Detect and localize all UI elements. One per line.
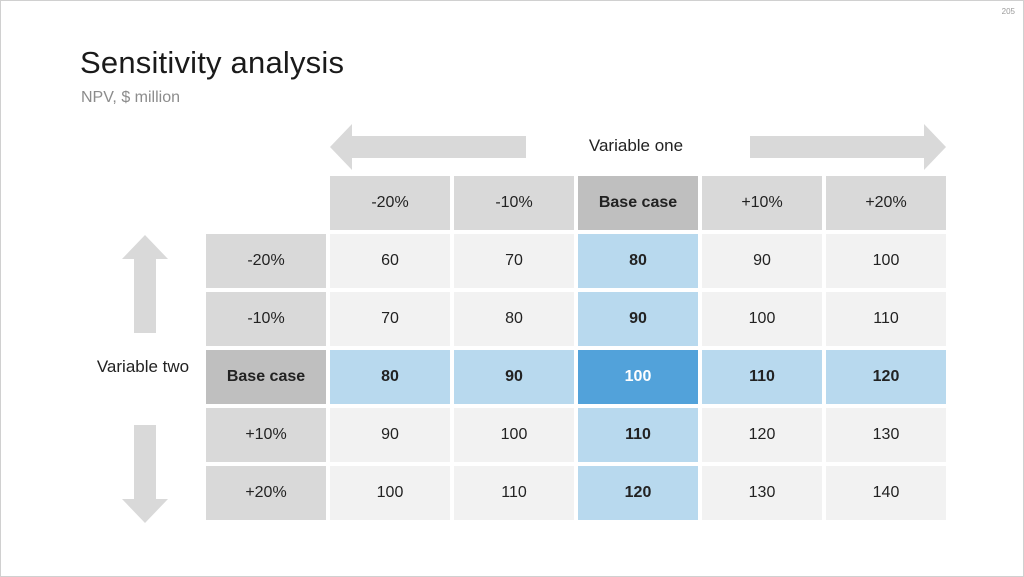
row-header: +20%	[206, 466, 326, 520]
page-title: Sensitivity analysis	[80, 45, 345, 80]
table-cell-base-center: 100	[578, 350, 698, 404]
column-header: +20%	[826, 176, 946, 230]
table-cell-base: 80	[578, 234, 698, 288]
corner-cell	[206, 176, 326, 230]
table-cell: 140	[826, 466, 946, 520]
up-arrow-icon	[122, 235, 168, 333]
row-header: +10%	[206, 408, 326, 462]
row-header-base-case: Base case	[206, 350, 326, 404]
column-header: +10%	[702, 176, 822, 230]
table-cell-base: 110	[702, 350, 822, 404]
row-header: -20%	[206, 234, 326, 288]
table-cell: 90	[702, 234, 822, 288]
table-cell: 110	[826, 292, 946, 346]
table-cell-base: 120	[578, 466, 698, 520]
table-cell: 60	[330, 234, 450, 288]
column-header: -10%	[454, 176, 574, 230]
table-cell: 70	[454, 234, 574, 288]
table-cell: 90	[330, 408, 450, 462]
variable-two-label: Variable two	[93, 356, 193, 378]
variable-two-text: Variable two	[96, 357, 190, 376]
table-cell-base: 110	[578, 408, 698, 462]
table-cell: 100	[330, 466, 450, 520]
table-cell-base: 90	[578, 292, 698, 346]
variable-one-label: Variable one	[588, 136, 684, 155]
table-cell-base: 120	[826, 350, 946, 404]
left-arrow-icon	[330, 124, 526, 170]
right-arrow-icon	[750, 124, 946, 170]
table-cell: 100	[454, 408, 574, 462]
page-subtitle: NPV, $ million	[81, 89, 181, 106]
table-cell: 80	[454, 292, 574, 346]
table-cell: 130	[826, 408, 946, 462]
table-cell: 70	[330, 292, 450, 346]
column-header-base-case: Base case	[578, 176, 698, 230]
table-cell: 110	[454, 466, 574, 520]
table-cell: 120	[702, 408, 822, 462]
table-cell-base: 90	[454, 350, 574, 404]
sensitivity-table: -20% -10% Base case +10% +20% -20% 60 70…	[206, 176, 946, 520]
page-number: 205	[1001, 7, 1015, 16]
table-cell: 130	[702, 466, 822, 520]
down-arrow-icon	[122, 425, 168, 523]
column-header: -20%	[330, 176, 450, 230]
table-cell: 100	[826, 234, 946, 288]
table-cell: 100	[702, 292, 822, 346]
row-header: -10%	[206, 292, 326, 346]
table-cell-base: 80	[330, 350, 450, 404]
